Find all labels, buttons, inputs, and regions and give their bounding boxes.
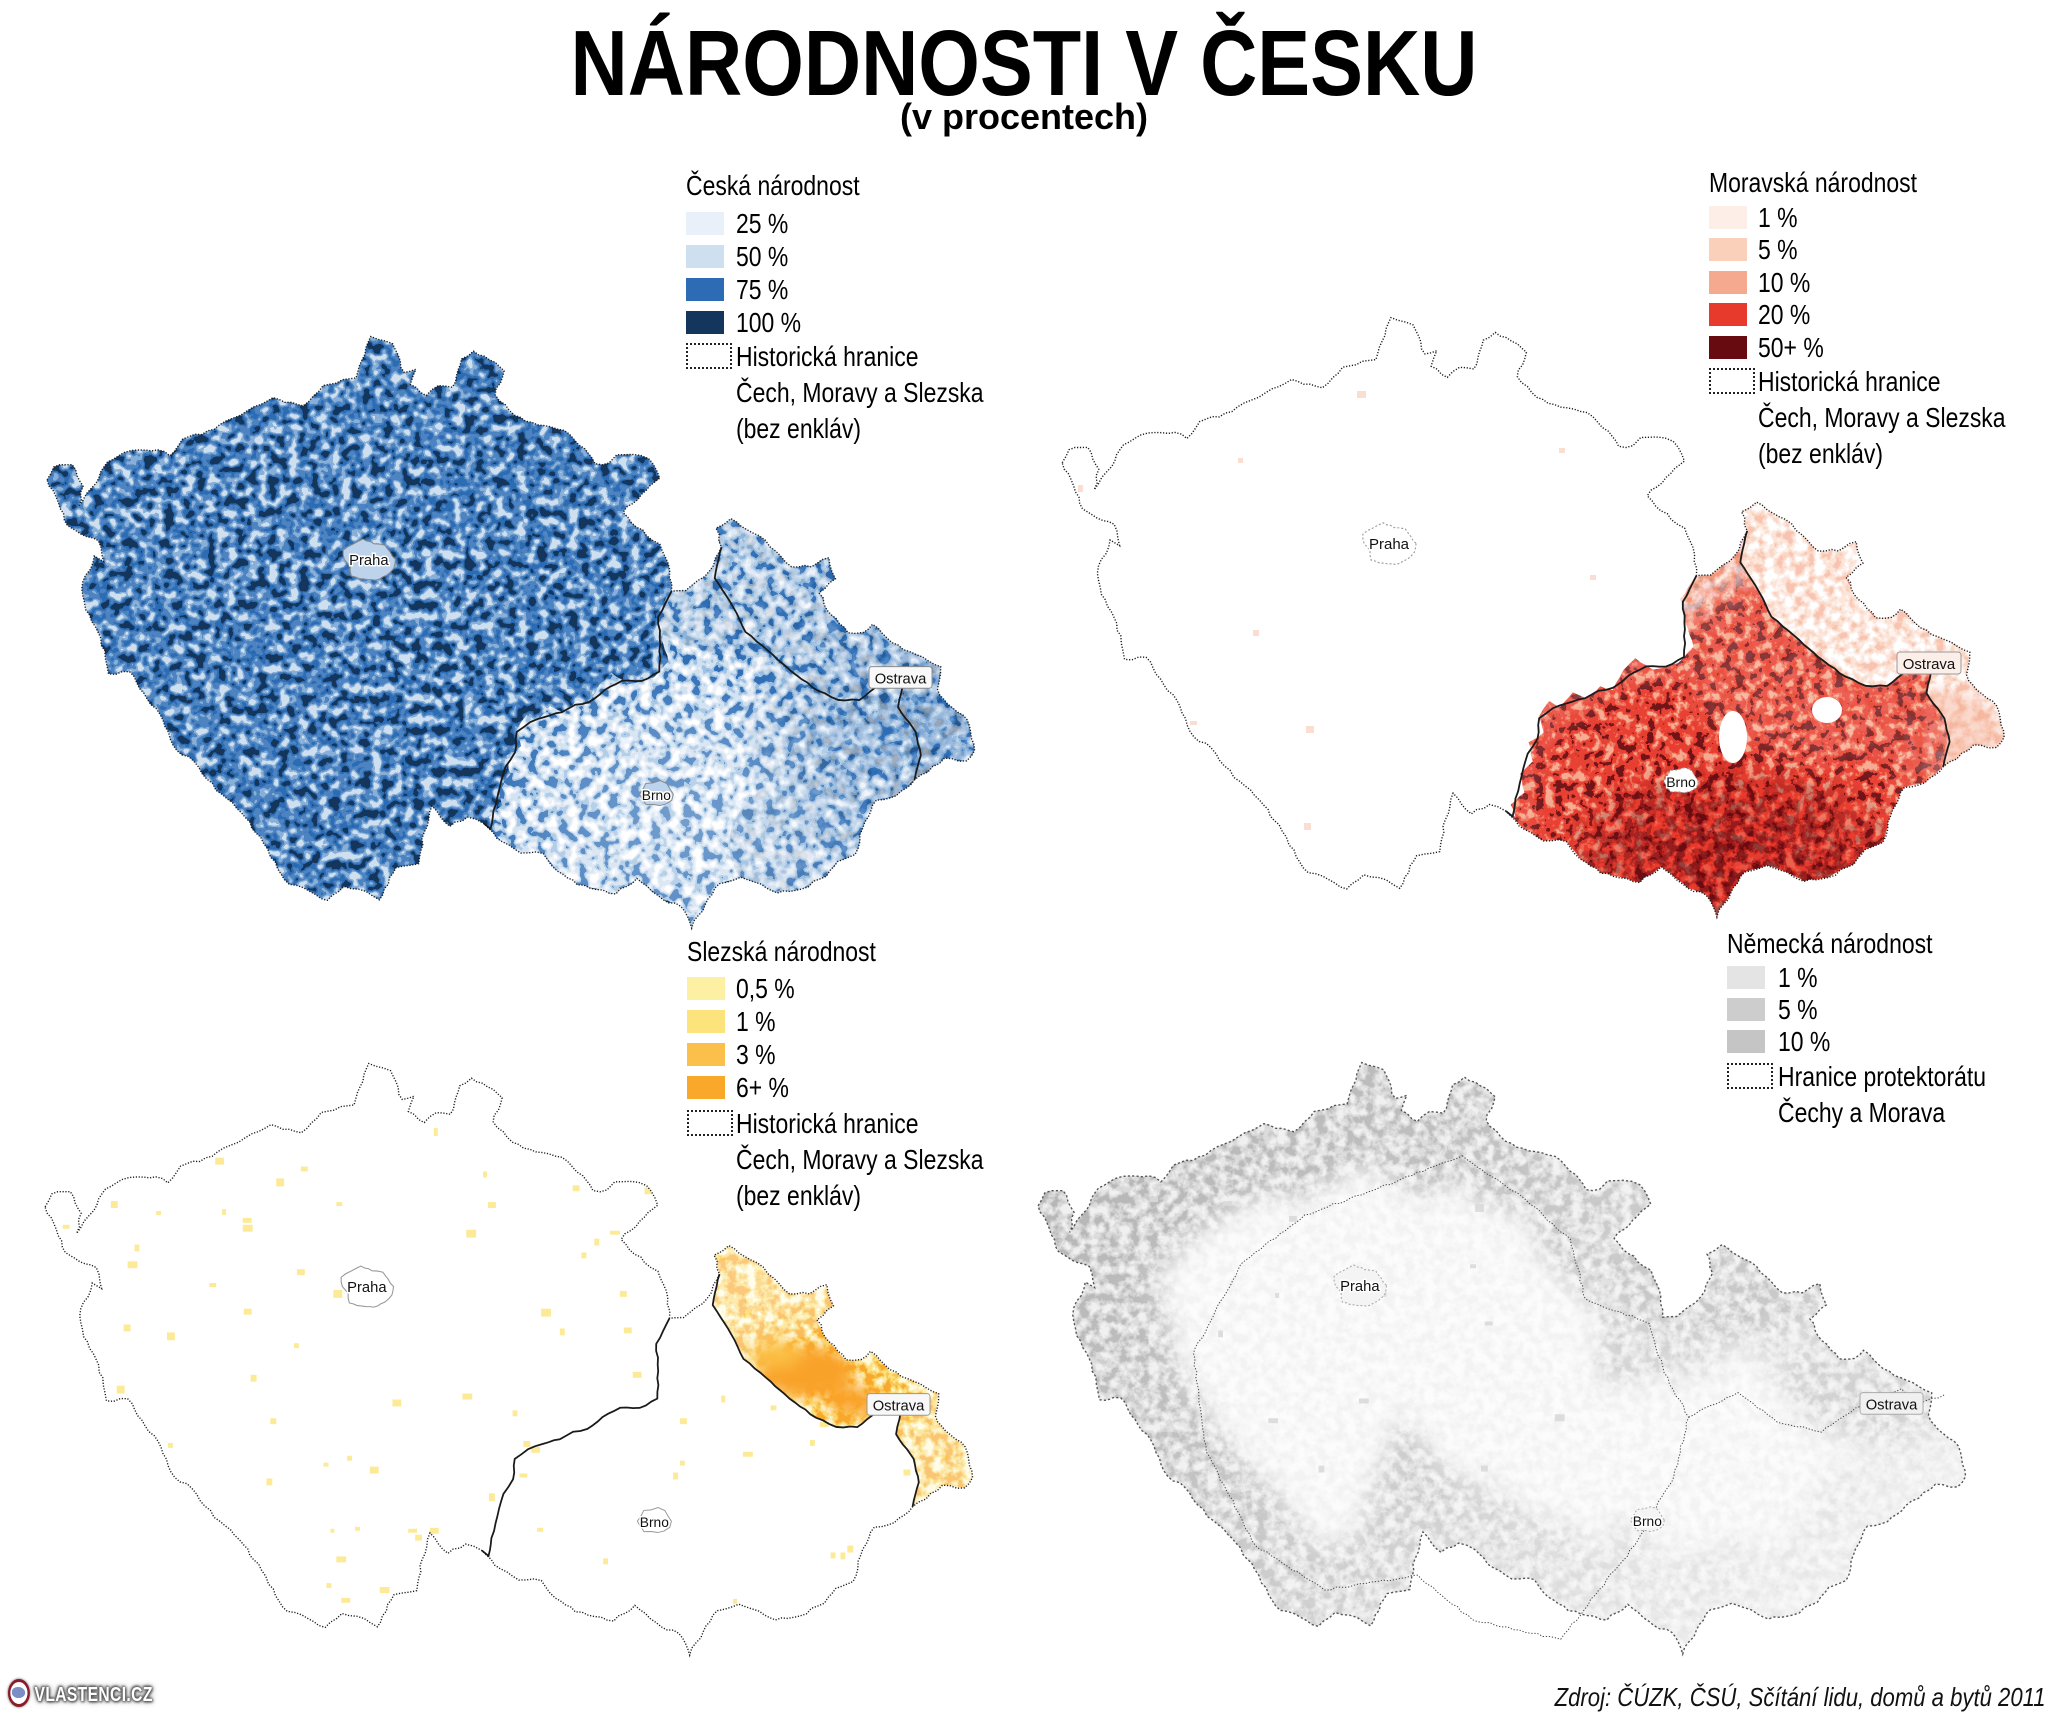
svg-text:Praha: Praha	[349, 553, 389, 569]
svg-text:Ostrava: Ostrava	[873, 1398, 925, 1414]
svg-text:Brno: Brno	[1666, 774, 1696, 790]
svg-text:Praha: Praha	[1369, 536, 1410, 553]
svg-text:Brno: Brno	[1633, 1514, 1662, 1529]
svg-text:Brno: Brno	[642, 788, 671, 803]
svg-text:Ostrava: Ostrava	[1903, 656, 1956, 673]
svg-text:Praha: Praha	[1340, 1279, 1380, 1295]
svg-text:Ostrava: Ostrava	[1866, 1397, 1918, 1413]
svg-text:Praha: Praha	[347, 1280, 387, 1296]
svg-text:Ostrava: Ostrava	[875, 671, 927, 687]
svg-text:Brno: Brno	[640, 1515, 669, 1530]
